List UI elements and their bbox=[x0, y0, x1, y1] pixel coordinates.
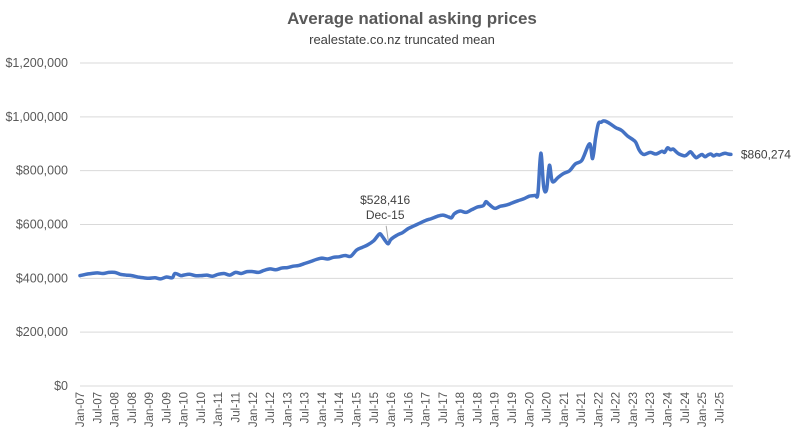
y-tick-label: $200,000 bbox=[16, 325, 68, 339]
x-tick-label: Jul-10 bbox=[196, 392, 208, 423]
x-tick-label: Jan-20 bbox=[524, 392, 536, 427]
x-axis-ticks: Jan-07 Jul-07 Jan-08 Jul-08 Jan-09 Jul-09 Jan-… bbox=[75, 391, 726, 427]
annotation-value-label: $528,416 bbox=[360, 193, 410, 207]
x-tick-label: Jan-21 bbox=[559, 392, 571, 427]
y-tick-label: $600,000 bbox=[16, 218, 68, 232]
x-tick-label: Jan-14 bbox=[317, 391, 329, 427]
x-tick-label: Jan-18 bbox=[455, 392, 467, 427]
end-value-label: $860,274 bbox=[741, 147, 791, 161]
series-line bbox=[78, 119, 733, 281]
x-tick-label: Jul-18 bbox=[472, 392, 484, 423]
chart-title: Average national asking prices bbox=[287, 9, 537, 28]
y-tick-label: $1,200,000 bbox=[5, 56, 68, 70]
x-tick-label: Jan-17 bbox=[421, 392, 433, 427]
y-axis-ticks: $0 $200,000 $400,000 $600,000 $800,000 $1,000… bbox=[5, 56, 68, 393]
x-tick-label: Jul-14 bbox=[334, 391, 346, 423]
x-tick-label: Jul-11 bbox=[231, 392, 243, 422]
x-tick-label: Jan-23 bbox=[628, 392, 640, 427]
x-tick-label: Jul-17 bbox=[438, 392, 450, 423]
x-tick-label: Jul-09 bbox=[161, 392, 173, 423]
x-tick-label: Jul-25 bbox=[714, 392, 726, 423]
x-tick-label: Jul-07 bbox=[92, 392, 104, 423]
x-tick-label: Jul-15 bbox=[369, 392, 381, 423]
x-tick-label: Jan-24 bbox=[663, 391, 675, 427]
x-tick-label: Jul-08 bbox=[127, 392, 139, 423]
y-tick-label: $800,000 bbox=[16, 164, 68, 178]
x-tick-label: Jul-21 bbox=[576, 392, 588, 423]
x-tick-label: Jan-07 bbox=[75, 392, 87, 427]
x-tick-label: Jan-16 bbox=[386, 392, 398, 427]
x-tick-label: Jan-08 bbox=[110, 392, 122, 427]
x-tick-label: Jul-16 bbox=[403, 392, 415, 423]
gridlines bbox=[80, 62, 733, 387]
x-tick-label: Jan-22 bbox=[593, 392, 605, 427]
x-tick-label: Jan-09 bbox=[144, 392, 156, 427]
x-tick-label: Jan-12 bbox=[248, 392, 260, 427]
annotation-leader-line bbox=[385, 225, 389, 240]
annotation-date-label: Dec-15 bbox=[366, 208, 405, 222]
x-tick-label: Jan-19 bbox=[490, 392, 502, 427]
y-tick-label: $1,000,000 bbox=[5, 110, 68, 124]
x-tick-label: Jul-22 bbox=[611, 392, 623, 423]
x-tick-label: Jan-11 bbox=[213, 392, 225, 426]
x-tick-label: Jul-13 bbox=[300, 392, 312, 423]
x-tick-label: Jul-20 bbox=[542, 392, 554, 423]
x-tick-label: Jul-24 bbox=[680, 391, 692, 423]
x-tick-label: Jan-13 bbox=[282, 392, 294, 427]
x-tick-label: Jul-19 bbox=[507, 392, 519, 423]
chart-subtitle: realestate.co.nz truncated mean bbox=[309, 32, 495, 47]
series-layer bbox=[78, 119, 733, 281]
y-tick-label: $0 bbox=[54, 379, 68, 393]
x-tick-label: Jan-10 bbox=[179, 392, 191, 427]
x-tick-label: Jan-15 bbox=[351, 392, 363, 427]
x-tick-label: Jul-23 bbox=[645, 392, 657, 423]
x-tick-label: Jan-25 bbox=[697, 392, 709, 427]
x-tick-label: Jul-12 bbox=[265, 392, 277, 423]
y-tick-label: $400,000 bbox=[16, 271, 68, 285]
